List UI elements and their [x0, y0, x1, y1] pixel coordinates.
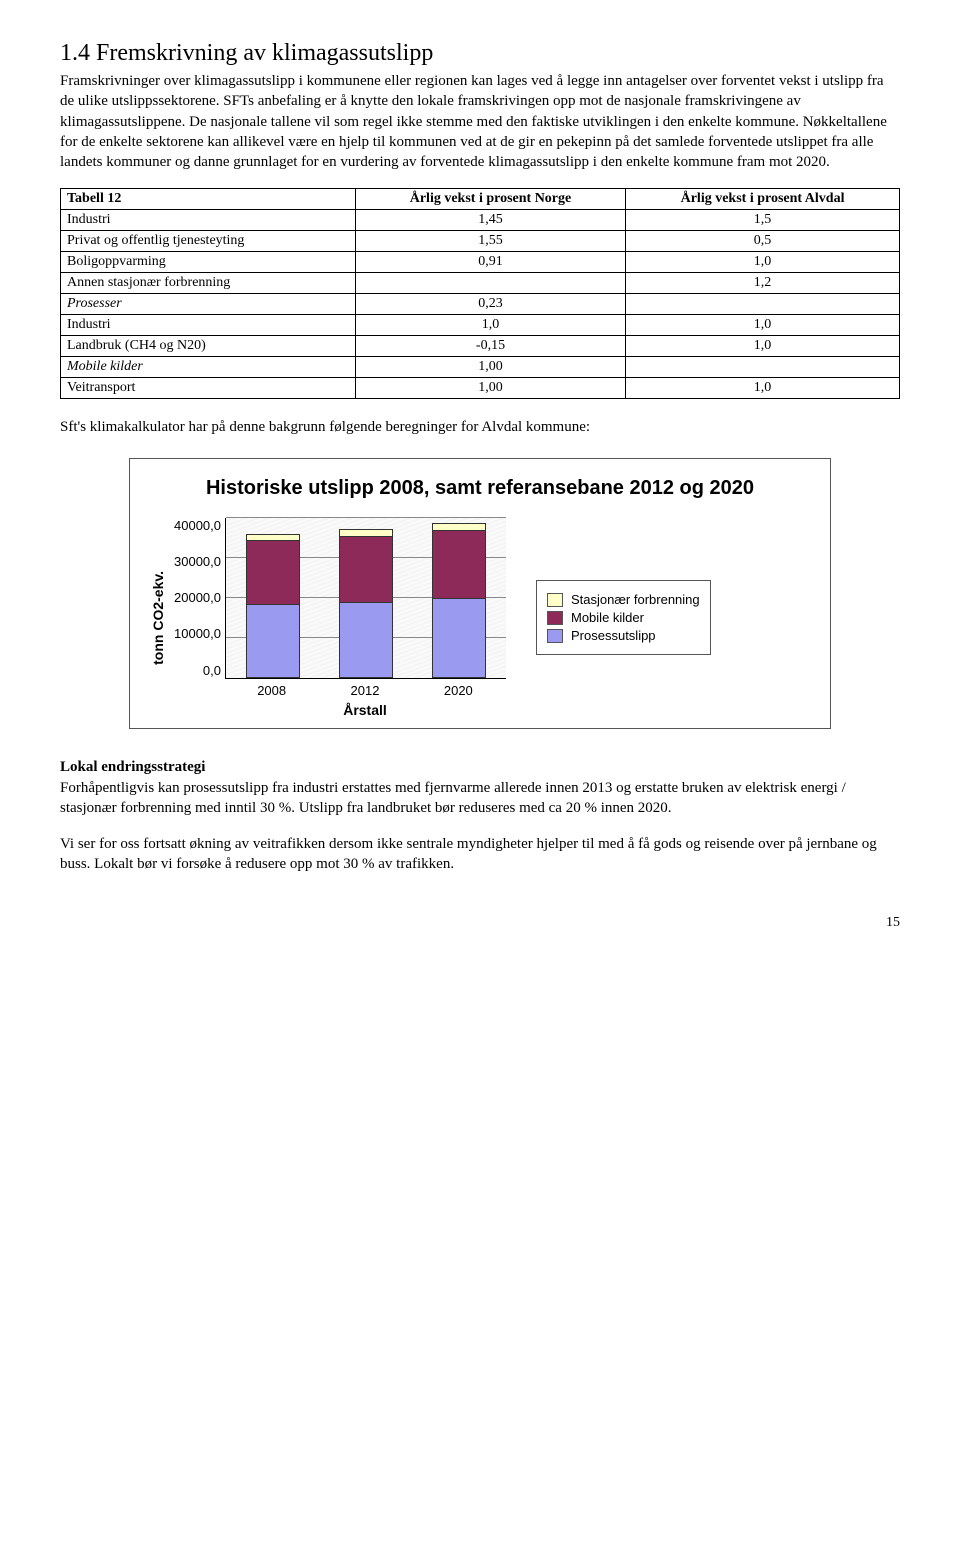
chart-xticks: 200820122020: [225, 683, 505, 698]
table-row: Mobile kilder1,00: [61, 357, 900, 378]
sft-paragraph: Sft's klimakalkulator har på denne bakgr…: [60, 417, 900, 437]
table-row: Veitransport1,001,0: [61, 378, 900, 399]
table-col2: Årlig vekst i prosent Alvdal: [626, 189, 900, 210]
table-row: Privat og offentlig tjenesteyting1,550,5: [61, 231, 900, 252]
strategy-para-1: Forhåpentligvis kan prosessutslipp fra i…: [60, 778, 900, 819]
chart-bar: [246, 534, 300, 678]
chart-plot: [225, 518, 506, 679]
growth-table: Tabell 12 Årlig vekst i prosent Norge År…: [60, 188, 900, 399]
strategy-para-2: Vi ser for oss fortsatt økning av veitra…: [60, 834, 900, 875]
chart-xlabel: Årstall: [225, 702, 505, 718]
chart-title: Historiske utslipp 2008, samt referanseb…: [150, 477, 810, 500]
legend-item: Prosessutslipp: [547, 628, 700, 643]
table-row: Prosesser0,23: [61, 294, 900, 315]
table-row: Industri1,01,0: [61, 315, 900, 336]
intro-paragraph: Framskrivninger over klimagassutslipp i …: [60, 71, 900, 172]
legend-item: Mobile kilder: [547, 610, 700, 625]
chart-legend: Stasjonær forbrenning Mobile kilder Proses…: [536, 580, 711, 655]
chart-yticks: 40000,030000,020000,010000,00,0: [174, 518, 221, 678]
section-heading: 1.4 Fremskrivning av klimagassutslipp: [60, 40, 900, 67]
emissions-chart: Historiske utslipp 2008, samt referanseb…: [129, 458, 831, 729]
chart-bar: [432, 523, 486, 678]
table-label: Tabell 12: [61, 189, 356, 210]
table-row: Landbruk (CH4 og N20)-0,151,0: [61, 336, 900, 357]
legend-item: Stasjonær forbrenning: [547, 592, 700, 607]
chart-ylabel: tonn CO2-ekv.: [150, 571, 166, 665]
page-number: 15: [60, 915, 900, 931]
strategy-heading: Lokal endringsstrategi: [60, 759, 900, 776]
table-row: Boligoppvarming0,911,0: [61, 252, 900, 273]
table-row: Industri1,451,5: [61, 210, 900, 231]
table-row: Annen stasjonær forbrenning1,2: [61, 273, 900, 294]
chart-bar: [339, 529, 393, 677]
table-col1: Årlig vekst i prosent Norge: [355, 189, 625, 210]
